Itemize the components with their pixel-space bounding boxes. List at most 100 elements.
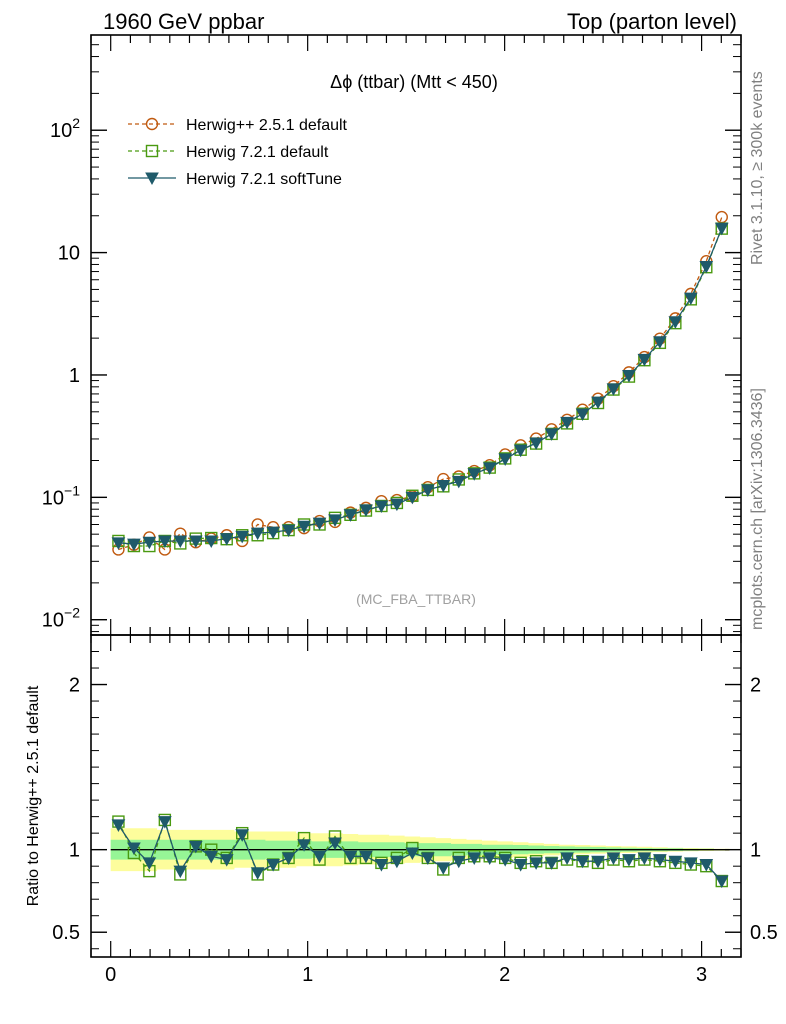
series-2-point [297,520,311,534]
series-2-point [714,222,729,236]
ratio-tick-label-right: 2 [750,675,761,697]
series-2-point [529,437,543,451]
chart-title: Δϕ (ttbar) (Mtt < 450) [330,72,498,92]
ratio-tick-label-left: 0.5 [52,922,80,944]
x-tick-label: 2 [499,964,510,986]
ratio-y-label: Ratio to Herwig++ 2.5.1 default [25,685,42,906]
ratio-panel: 0.5 0.5 1 1 2 2 Ratio to Herwig++ 2.5.1 defau… [25,634,778,958]
x-tick-label: 3 [696,964,707,986]
ratio-series-1-point [111,819,126,832]
ratio-series-1-point [250,867,265,880]
series-2-point [451,475,466,489]
ratio-series-1-point [142,857,157,870]
ratio-series-1-point [451,855,466,869]
series-2-point [204,535,219,549]
series-2-point [544,428,559,441]
ratio-series-1-point [266,859,280,872]
series-2-point [359,504,373,517]
ratio-series-1-point [668,855,683,869]
legend-marker [145,144,159,158]
legend-label: Herwig++ 2.5.1 default [186,117,348,134]
series-2-point [343,509,358,522]
series-2-point [668,316,683,329]
series-2-point [653,336,667,349]
series-2-point [436,479,451,493]
x-tick-label: 1 [302,964,313,986]
header-right: Top (parton level) [567,9,737,34]
ratio-series-1-point [158,816,172,829]
ratio-series-1-point [544,857,559,870]
ratio-series-1-point [235,829,250,842]
ratio-series-1-point [173,865,188,879]
series-2-point [637,353,652,367]
series-2-point [188,535,203,549]
ratio-series-1-point [637,852,652,865]
y-tick-label: 10−1 [42,482,80,509]
x-tick-label: 0 [105,964,116,986]
series-2-point [482,462,497,475]
ratio-uncertainty-bands [110,828,730,872]
ratio-series-line-1 [117,819,723,882]
ratio-series-1-point [560,852,574,865]
series-2-point [390,498,404,512]
ratio-series-1-point [591,855,605,869]
ratio-series-1-point [188,840,203,854]
ratio-series-layer [111,813,729,889]
ratio-series-1-point [204,850,219,864]
ratio-series-1-point [374,859,389,872]
header-left: 1960 GeV ppbar [103,9,264,34]
y-tick-label: 10−2 [42,605,80,632]
series-2-point [699,260,714,274]
legend-marker [145,172,159,186]
series-2-point [467,468,482,481]
side-label-top: Rivet 3.1.10, ≥ 300k events [749,71,766,265]
x-axis: 0 1 2 3 [105,964,707,986]
ratio-frame [90,634,742,958]
series-2-point [328,514,342,527]
ratio-series-1-point [281,852,296,865]
series-2-point [498,453,513,466]
series-2-point [606,383,621,396]
series-2-point [420,484,435,497]
ratio-series-1-point [513,859,528,872]
ratio-series-1-point [219,854,234,867]
series-2-point [235,530,250,544]
main-ticks: 10−2 10−1 1 10 102 [42,34,742,635]
legend: Herwig++ 2.5.1 default Herwig 7.2.1 defau… [128,117,348,188]
series-2-point [219,533,234,546]
y-tick-label: 1 [69,365,80,387]
series-2-point [683,292,698,306]
ratio-tick-label-left: 2 [69,675,80,697]
ratio-series-1-point [467,852,482,865]
ratio-series-1-point [482,852,497,865]
legend-label: Herwig 7.2.1 default [186,144,329,161]
ratio-series-1-point [683,857,698,870]
series-2-point [266,526,280,540]
ratio-series-1-point [343,850,358,864]
ratio-series-1-point [359,850,373,864]
ratio-series-1-point [575,855,590,869]
ratio-ticks: 0.5 0.5 1 1 2 2 [52,635,778,957]
series-2-point [111,537,126,550]
series-line-2 [118,228,723,545]
watermark: (MC_FBA_TTBAR) [356,591,476,607]
ratio-tick-label-right: 0.5 [750,922,778,944]
series-2-point [405,491,420,505]
ratio-series-1-point [529,857,543,870]
ratio-series-1-point [405,847,420,861]
ratio-series-1-point [498,854,513,867]
ratio-tick-label-right: 1 [750,840,761,862]
series-2-point [560,416,574,430]
ratio-series-1-point [328,837,342,851]
series-line-0 [118,216,723,551]
legend-label: Herwig 7.2.1 softTune [186,171,342,188]
main-series-layer [111,210,729,556]
ratio-tick-label-left: 1 [69,840,80,862]
y-tick-label: 10 [58,243,80,265]
series-2-point [250,527,265,541]
series-2-point [142,536,157,550]
ratio-series-1-point [653,854,667,867]
ratio-series-1-point [714,875,729,889]
series-2-point [513,444,528,458]
